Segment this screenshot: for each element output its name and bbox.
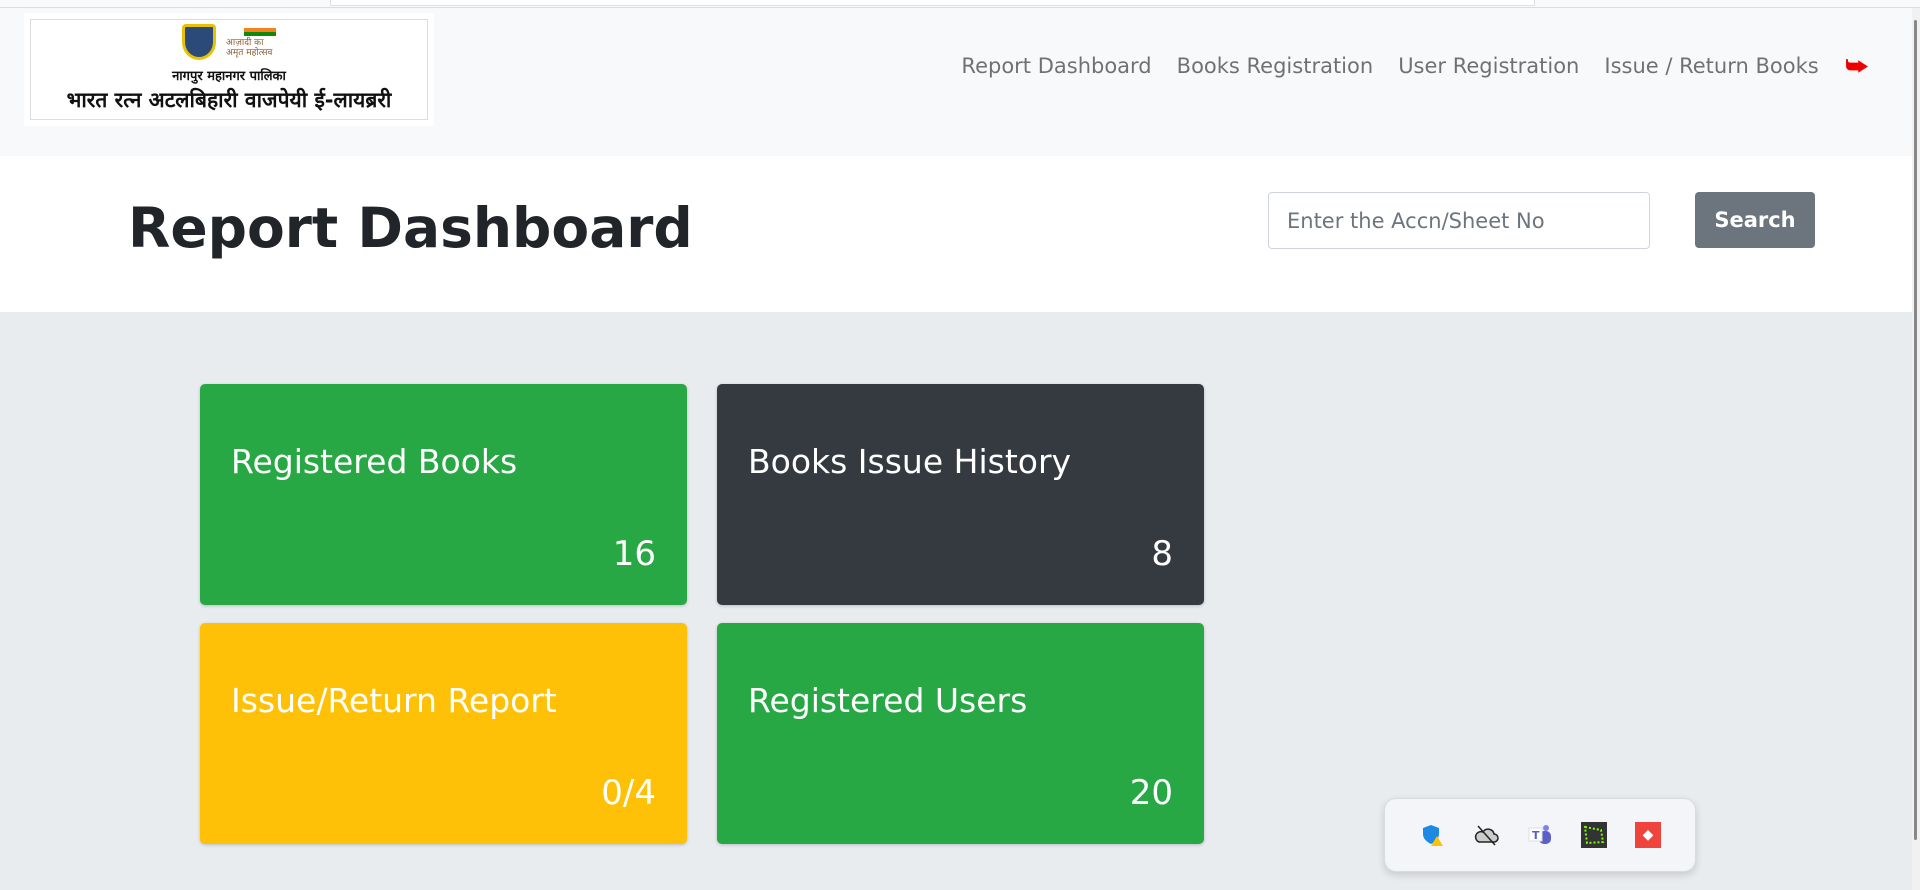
nav-issue-return-books[interactable]: Issue / Return Books [1604,54,1819,78]
defender-warning-icon[interactable] [1419,822,1445,848]
navbar: आज़ादी का अमृत महोत्सव नागपुर महानगर पाल… [0,8,1912,156]
browser-tab [330,0,1535,6]
page-header: Report Dashboard Search [0,156,1912,312]
card-value: 16 [612,534,656,574]
card-books-issue-history[interactable]: Books Issue History 8 [717,384,1204,605]
sign-out-icon[interactable]: ⮩ [1845,52,1868,80]
card-value: 20 [1129,773,1173,813]
logo-line-2: भारत रत्न अटलबिहारी वाजपेयी ई-लायब्ररी [66,88,392,112]
anydesk-icon[interactable]: ◆ [1635,822,1661,848]
card-value: 8 [1151,534,1173,574]
card-registered-books[interactable]: Registered Books 16 [200,384,687,605]
page-title: Report Dashboard [128,196,693,260]
card-title: Issue/Return Report [231,681,557,720]
system-tray-overflow: T ◆ [1384,798,1696,872]
svg-text:T: T [1532,829,1540,842]
card-registered-users[interactable]: Registered Users 20 [717,623,1204,844]
green-app-icon[interactable] [1581,822,1607,848]
nav-report-dashboard[interactable]: Report Dashboard [961,54,1152,78]
onedrive-off-icon[interactable] [1473,822,1499,848]
browser-top-strip [0,0,1920,8]
search-button[interactable]: Search [1695,192,1815,248]
card-title: Registered Books [231,442,518,481]
card-title: Books Issue History [748,442,1072,481]
logo-line-1: नागपुर महानगर पालिका [172,69,286,84]
card-issue-return-report[interactable]: Issue/Return Report 0/4 [200,623,687,844]
card-value: 0/4 [601,773,656,813]
library-logo[interactable]: आज़ादी का अमृत महोत्सव नागपुर महानगर पाल… [24,13,434,126]
accn-search-input[interactable] [1268,192,1650,249]
azadi-emblem-icon: आज़ादी का अमृत महोत्सव [226,24,276,60]
nav-user-registration[interactable]: User Registration [1398,54,1580,78]
vertical-scrollbar[interactable] [1912,8,1920,890]
nav-books-registration[interactable]: Books Registration [1176,54,1374,78]
card-title: Registered Users [748,681,1028,720]
teams-icon[interactable]: T [1527,822,1553,848]
nmc-emblem-icon [182,24,216,60]
